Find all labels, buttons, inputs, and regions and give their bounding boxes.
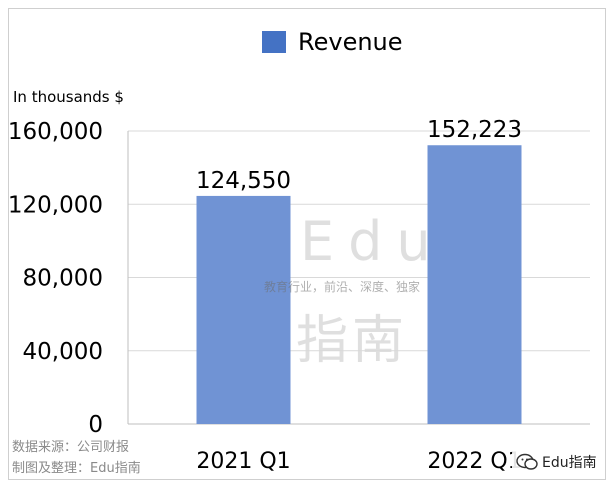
bar-2022-q1 bbox=[427, 145, 522, 424]
bar-2021-q1 bbox=[196, 195, 291, 424]
y-tick-label: 40,000 bbox=[23, 339, 103, 365]
legend-swatch-revenue bbox=[262, 31, 286, 53]
brand-label: Edu指南 bbox=[542, 455, 597, 471]
y-axis-label: In thousands $ bbox=[13, 88, 124, 106]
y-tick-label: 120,000 bbox=[8, 192, 103, 218]
x-tick-label: 2021 Q1 bbox=[196, 449, 290, 474]
brand-badge: Edu指南 bbox=[512, 450, 601, 474]
footnote-credit: 制图及整理：Edu指南 bbox=[12, 461, 141, 476]
wechat-icon bbox=[516, 453, 538, 470]
y-tick-label: 80,000 bbox=[23, 266, 103, 292]
y-tick-label: 0 bbox=[88, 412, 103, 438]
data-label: 152,223 bbox=[427, 117, 522, 143]
legend-label-revenue: Revenue bbox=[298, 28, 403, 56]
watermark-tagline: 教育行业，前沿、深度、独家 bbox=[264, 280, 421, 294]
watermark-cn: 指南 bbox=[296, 311, 409, 371]
y-tick-label: 160,000 bbox=[8, 119, 103, 145]
data-label: 124,550 bbox=[196, 168, 291, 194]
watermark-edu: Edu bbox=[300, 210, 445, 273]
chart-legend: Revenue bbox=[262, 28, 403, 56]
footnote-source: 数据来源：公司财报 bbox=[12, 440, 130, 455]
x-tick-label: 2022 Q1 bbox=[427, 449, 521, 474]
